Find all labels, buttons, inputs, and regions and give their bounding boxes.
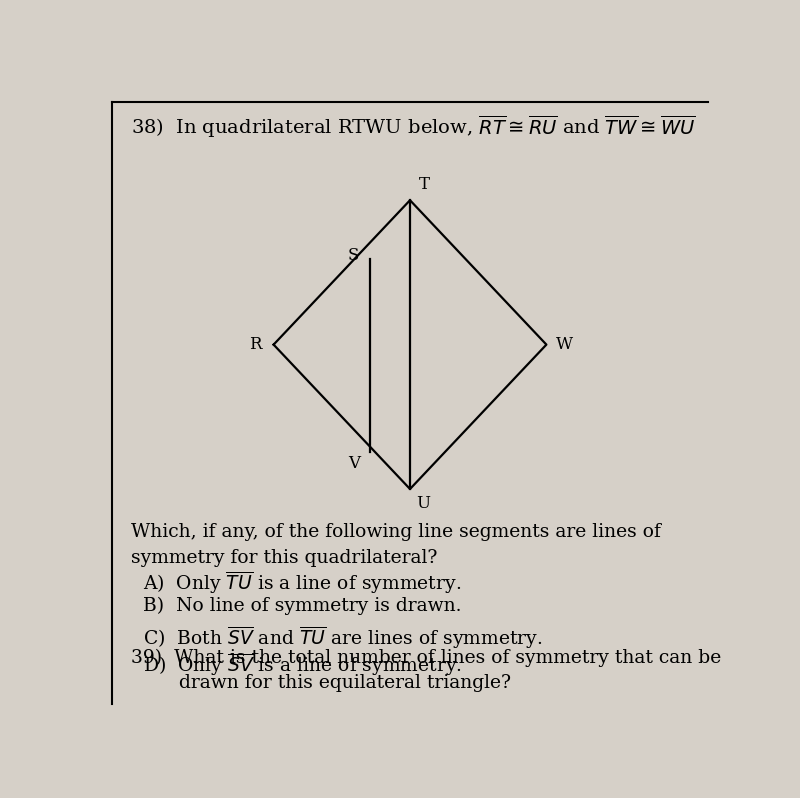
Text: T: T <box>419 176 430 193</box>
Text: C)  Both $\overline{SV}$ and $\overline{TU}$ are lines of symmetry.: C) Both $\overline{SV}$ and $\overline{T… <box>143 624 543 651</box>
Text: Which, if any, of the following line segments are lines of
symmetry for this qua: Which, if any, of the following line seg… <box>131 523 661 567</box>
Text: R: R <box>249 336 262 354</box>
Text: D)  Only $\overline{SV}$ is a line of symmetry.: D) Only $\overline{SV}$ is a line of sym… <box>143 652 462 678</box>
Text: V: V <box>349 455 360 472</box>
Text: U: U <box>416 495 430 512</box>
Text: A)  Only $\overline{TU}$ is a line of symmetry.: A) Only $\overline{TU}$ is a line of sym… <box>143 569 462 595</box>
Text: 38)  In quadrilateral RTWU below, $\overline{RT} \cong \overline{RU}$ and $\over: 38) In quadrilateral RTWU below, $\overl… <box>131 113 696 140</box>
Text: W: W <box>556 336 573 354</box>
Text: 39)  What is the total number of lines of symmetry that can be
        drawn for: 39) What is the total number of lines of… <box>131 649 722 692</box>
Text: S: S <box>347 247 358 264</box>
Text: B)  No line of symmetry is drawn.: B) No line of symmetry is drawn. <box>143 597 462 614</box>
